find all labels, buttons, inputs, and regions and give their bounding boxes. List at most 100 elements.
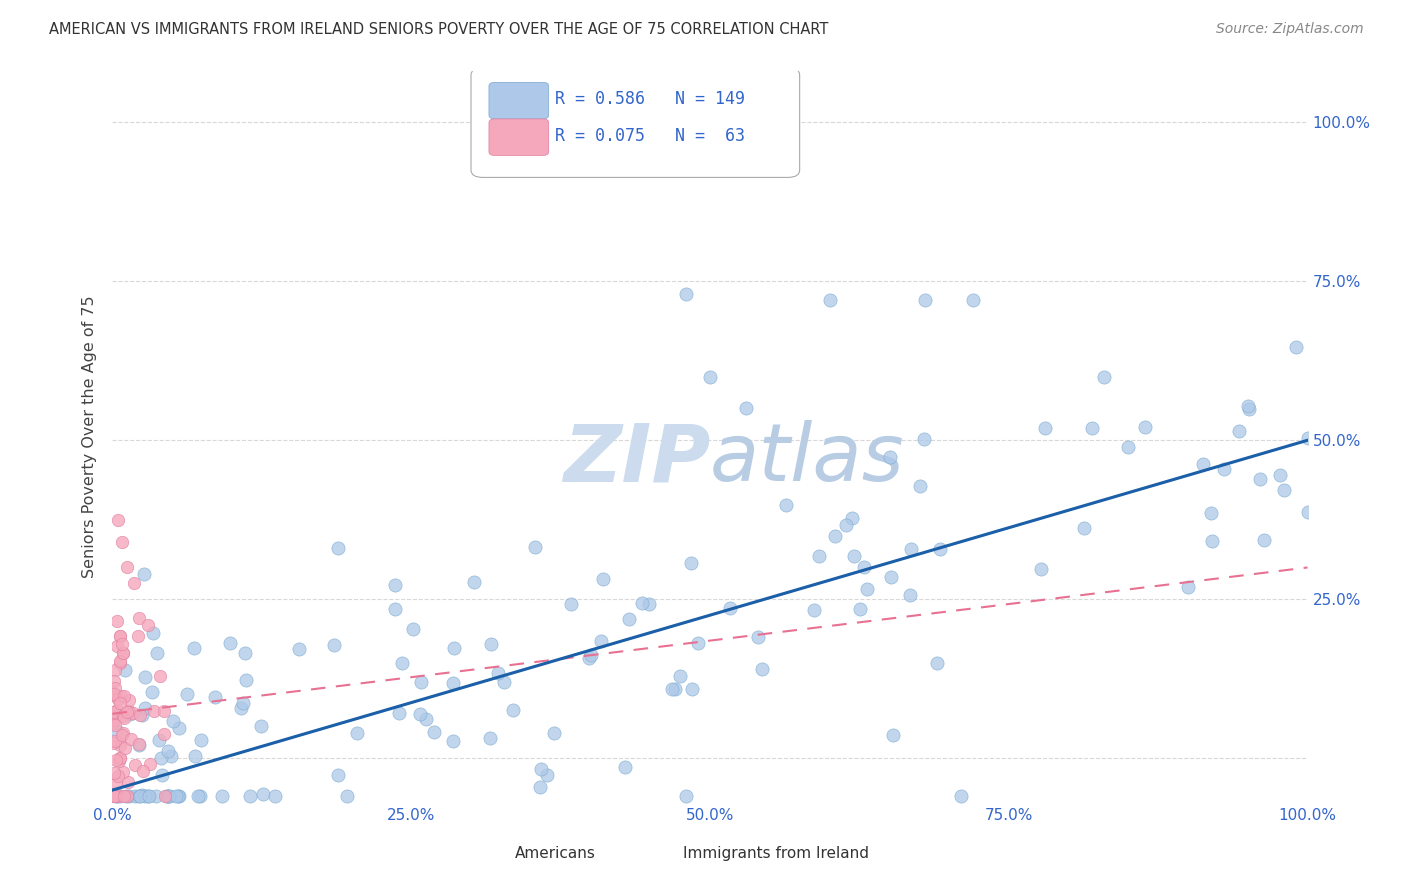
Point: [138, 789, 160, 804]
Point: [112, 789, 135, 804]
Point: [156, 789, 179, 804]
Point: [502, 703, 524, 717]
Point: [1081, 420, 1104, 434]
Point: [114, 663, 136, 677]
Point: [134, 670, 156, 684]
Point: [131, 708, 153, 723]
Text: R = 0.586   N = 149: R = 0.586 N = 149: [554, 90, 745, 108]
Point: [132, 566, 155, 581]
Point: [108, 629, 131, 643]
Point: [441, 734, 464, 748]
Point: [104, 734, 127, 748]
Point: [856, 582, 879, 597]
Point: [880, 570, 903, 584]
Point: [803, 602, 825, 616]
Point: [145, 789, 167, 804]
Point: [134, 789, 156, 804]
Point: [239, 789, 262, 804]
Point: [115, 560, 138, 574]
Point: [111, 646, 134, 660]
Point: [841, 510, 863, 524]
Point: [167, 789, 190, 804]
Point: [1296, 505, 1319, 519]
Point: [235, 673, 257, 688]
Point: [1092, 369, 1115, 384]
FancyBboxPatch shape: [489, 119, 548, 155]
Point: [128, 789, 150, 804]
Point: [110, 689, 132, 703]
Point: [589, 633, 612, 648]
Point: [949, 789, 972, 804]
Text: Immigrants from Ireland: Immigrants from Ireland: [682, 846, 869, 861]
Point: [848, 602, 870, 616]
Point: [105, 789, 128, 804]
Point: [630, 596, 652, 610]
Point: [156, 789, 179, 804]
Point: [122, 576, 145, 591]
Point: [104, 717, 127, 731]
Point: [112, 765, 135, 780]
Point: [852, 560, 875, 574]
Point: [579, 648, 602, 662]
Point: [747, 630, 769, 644]
Point: [115, 789, 138, 804]
Point: [138, 756, 160, 771]
Point: [104, 753, 127, 767]
Point: [912, 432, 935, 446]
Point: [138, 789, 160, 804]
Point: [1213, 462, 1236, 476]
Point: [103, 706, 125, 721]
Point: [664, 681, 686, 696]
Point: [232, 696, 254, 710]
Point: [1201, 534, 1223, 549]
Point: [103, 766, 125, 780]
Point: [479, 731, 502, 746]
Point: [287, 641, 309, 656]
Point: [103, 705, 125, 719]
Point: [443, 640, 465, 655]
Point: [153, 727, 176, 741]
Point: [1237, 399, 1260, 413]
Point: [718, 601, 741, 615]
Point: [1029, 562, 1052, 576]
Point: [328, 768, 350, 782]
Point: [157, 789, 180, 804]
Text: R = 0.075   N =  63: R = 0.075 N = 63: [554, 127, 745, 145]
Point: [103, 663, 125, 677]
Point: [818, 293, 841, 308]
Point: [1249, 472, 1271, 486]
Point: [879, 450, 901, 464]
Point: [529, 780, 551, 795]
Point: [524, 540, 547, 554]
Point: [675, 287, 697, 301]
Text: AMERICAN VS IMMIGRANTS FROM IRELAND SENIORS POVERTY OVER THE AGE OF 75 CORRELATI: AMERICAN VS IMMIGRANTS FROM IRELAND SENI…: [49, 22, 828, 37]
Point: [110, 751, 132, 765]
Point: [110, 751, 132, 765]
Point: [613, 760, 636, 774]
Point: [120, 732, 142, 747]
Point: [402, 623, 425, 637]
Text: Americans: Americans: [515, 846, 596, 861]
Point: [157, 744, 180, 758]
Point: [105, 724, 128, 739]
Point: [131, 788, 153, 802]
Point: [103, 713, 125, 727]
Point: [543, 726, 565, 740]
FancyBboxPatch shape: [489, 82, 548, 119]
Point: [117, 775, 139, 789]
FancyBboxPatch shape: [634, 839, 678, 867]
Point: [661, 681, 683, 696]
Y-axis label: Seniors Poverty Over the Age of 75: Seniors Poverty Over the Age of 75: [82, 296, 97, 578]
Point: [252, 788, 274, 802]
Point: [560, 598, 582, 612]
Point: [117, 789, 139, 804]
Point: [104, 789, 127, 804]
Point: [219, 636, 242, 650]
Point: [231, 701, 253, 715]
Point: [128, 611, 150, 625]
Point: [1237, 401, 1260, 416]
Point: [1285, 340, 1308, 354]
Point: [928, 541, 950, 556]
FancyBboxPatch shape: [467, 839, 510, 867]
Point: [233, 646, 256, 660]
